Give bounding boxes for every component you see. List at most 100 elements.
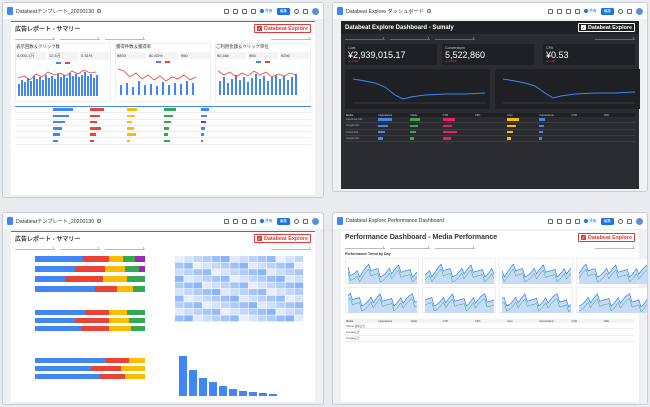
heatmap-cell [257,262,267,269]
heatmap-cell [193,295,202,302]
heatmap-cell [248,295,258,302]
date-range-picker[interactable]: ▾ [271,246,311,250]
refresh-icon[interactable] [241,8,247,14]
trend-chart [117,68,197,95]
menu-icon[interactable] [250,218,256,224]
filter-dropdown[interactable]: ▾ [105,36,145,40]
table-row[interactable]: Google Ads [345,123,635,130]
copy-icon[interactable] [556,8,562,14]
heatmap-cell [175,275,184,282]
share-button[interactable]: 共有 [259,8,273,14]
menu-icon[interactable] [574,218,580,224]
filter-dropdown[interactable]: ▾ [60,246,100,250]
filter-dropdown[interactable]: ▾ [435,245,475,249]
table-row[interactable]: Facebook Ads [345,117,635,124]
table-row[interactable]: Google Ads [345,136,635,143]
heatmap-cell [184,295,193,302]
apps-icon[interactable] [303,8,308,14]
heatmap-cell [239,275,248,282]
chevron-down-icon: ▾ [472,244,474,249]
apps-icon[interactable] [303,218,308,224]
reset-icon[interactable] [547,8,553,14]
check-icon: ✓ [256,26,262,31]
table-row[interactable] [15,126,311,133]
share-button[interactable]: 共有 [583,8,597,14]
filter-dropdown[interactable]: ▾ [345,36,385,40]
avatar[interactable] [636,7,643,15]
reset-icon[interactable] [223,218,229,224]
date-range-picker[interactable]: ▾ [595,245,635,249]
star-icon[interactable] [426,9,431,13]
heatmap-cell [184,289,193,295]
heatmap-cell [175,315,184,322]
help-icon[interactable] [294,8,299,14]
help-icon[interactable] [294,218,299,224]
table-row[interactable] [15,132,311,139]
menu-icon[interactable] [574,8,580,14]
data-studio-logo-icon [7,217,13,225]
avatar[interactable] [312,7,319,15]
filter-dropdown[interactable]: ▾ [15,246,55,250]
heatmap-cell [248,262,258,269]
share-button[interactable]: 共有 [259,218,273,224]
help-icon[interactable] [618,8,623,14]
copy-icon[interactable] [232,8,238,14]
chevron-down-icon: ▾ [308,245,310,250]
heatmap-cell [193,262,202,269]
edit-button[interactable]: 編集 [600,7,614,15]
heatmap-cell [221,269,230,276]
table-row[interactable]: Google広告 [345,336,635,342]
heatmap-cell [294,308,304,315]
avatar[interactable] [312,217,319,225]
kpi-cpa: CPA ¥0.53 ▲ 2.1% [543,44,635,65]
menu-icon[interactable] [250,8,256,14]
filter-dropdown[interactable]: ▾ [105,246,145,250]
star-icon[interactable] [97,219,101,223]
filter-dropdown[interactable]: ▾ [435,36,475,40]
refresh-icon[interactable] [241,218,247,224]
filter-dropdown[interactable]: ▾ [390,245,430,249]
avatar[interactable] [636,217,643,225]
chevron-down-icon: ▾ [142,245,144,250]
table-row[interactable] [15,120,311,126]
copy-icon[interactable] [556,218,562,224]
table-row[interactable] [15,138,311,145]
heatmap-cell [239,282,248,289]
reset-icon[interactable] [547,218,553,224]
apps-icon[interactable] [627,8,632,14]
star-icon[interactable] [97,9,101,13]
heatmap-cell [202,256,212,262]
filter-dropdown[interactable]: ▾ [60,36,100,40]
brand-logo: ✓ Databeat Explore [253,24,311,33]
heatmap-cell [285,308,294,315]
filter-dropdown[interactable]: ▾ [15,36,55,40]
share-icon [583,9,588,13]
heatmap-cell [257,275,267,282]
report-tab-title: Databeat Explore Performance Dashboard [346,218,445,224]
edit-button[interactable]: 編集 [276,217,290,225]
edit-button[interactable]: 編集 [276,7,290,15]
heatmap-cell [239,269,248,276]
date-range-picker[interactable]: ▾ [271,36,311,40]
filter-dropdown[interactable]: ▾ [390,36,430,40]
help-icon[interactable] [618,218,623,224]
table-row[interactable]: Yahoo! 検索広告 [345,323,635,330]
table-row[interactable]: Google広告 [345,329,635,336]
reset-icon[interactable] [223,8,229,14]
window-ad-report-summary: Databeatテンプレート_20200130 共有 編集 広告レポート - サ… [2,2,324,198]
table-row[interactable]: Yahoo Ads [345,130,635,136]
table-row[interactable] [15,107,311,114]
filter-dropdown[interactable]: ▾ [345,245,385,249]
refresh-icon[interactable] [565,8,571,14]
copy-icon[interactable] [232,218,238,224]
share-button[interactable]: 共有 [583,218,597,224]
apps-icon[interactable] [627,218,632,224]
heatmap-cell [248,302,258,309]
refresh-icon[interactable] [565,218,571,224]
table-row[interactable] [15,113,311,120]
heatmap-cell [276,282,285,289]
report-canvas: Performance Dashboard - Media Performanc… [341,231,647,402]
edit-button[interactable]: 編集 [600,217,614,225]
stacked-bar-chart [35,310,145,331]
date-range-picker[interactable]: ▾ [595,36,635,40]
